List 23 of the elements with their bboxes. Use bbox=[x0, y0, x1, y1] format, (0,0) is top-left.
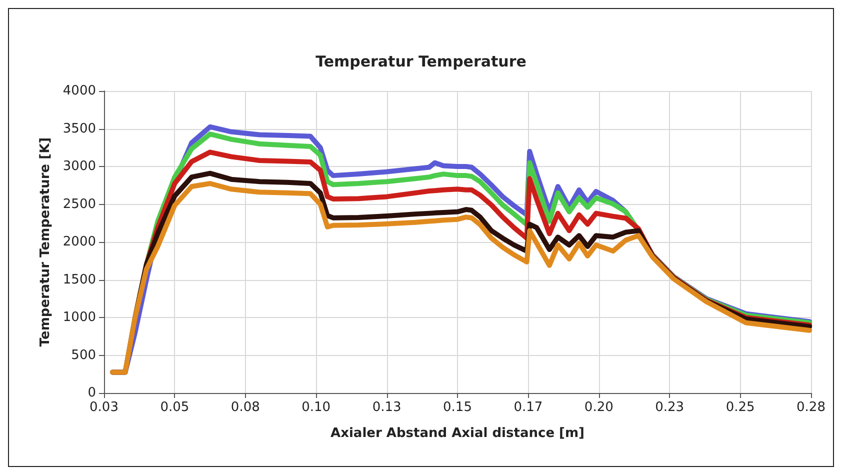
x-tick-label: 0.28 bbox=[796, 400, 826, 415]
x-tick-label: 0.17 bbox=[514, 400, 543, 415]
y-tick-label: 2500 bbox=[62, 196, 96, 212]
x-tick-label: 0.03 bbox=[90, 400, 118, 415]
y-axis-title: Temperatur Temperature [K] bbox=[38, 137, 53, 347]
y-tick-label: 3500 bbox=[62, 121, 96, 136]
y-tick-label: 0 bbox=[88, 386, 96, 400]
chart-title: Temperatur Temperature bbox=[316, 52, 526, 70]
y-tick-label: 500 bbox=[71, 348, 96, 363]
y-tick-label: 2000 bbox=[62, 234, 96, 250]
x-tick-label: 0.13 bbox=[372, 400, 402, 415]
x-tick-label: 0.10 bbox=[302, 400, 331, 415]
x-tick-label: 0.15 bbox=[443, 400, 472, 415]
x-tick-label: 0.05 bbox=[160, 400, 190, 415]
y-tick-label: 4000 bbox=[62, 84, 96, 98]
y-tick-label: 1500 bbox=[62, 272, 96, 288]
y-tick-label: 3000 bbox=[62, 159, 96, 174]
x-tick-label: 0.25 bbox=[726, 400, 755, 415]
x-tick-label: 0.08 bbox=[230, 400, 260, 415]
x-tick-label: 0.20 bbox=[584, 400, 614, 415]
x-tick-label: 0.23 bbox=[655, 400, 684, 415]
y-tick-label: 1000 bbox=[62, 310, 96, 325]
x-axis-title: Axialer Abstand Axial distance [m] bbox=[330, 426, 584, 441]
